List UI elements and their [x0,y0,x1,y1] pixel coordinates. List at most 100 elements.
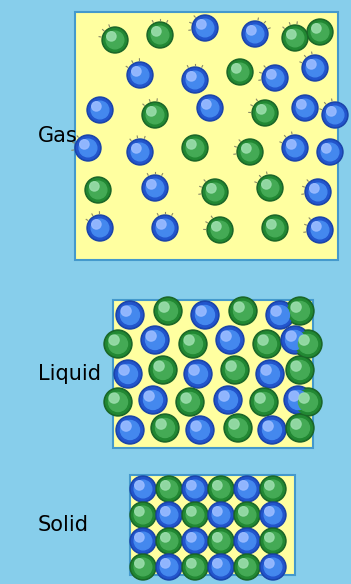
Circle shape [181,332,205,356]
Circle shape [250,388,278,416]
Circle shape [261,365,271,375]
Circle shape [288,416,312,440]
Circle shape [260,476,286,502]
Circle shape [202,100,211,109]
Circle shape [127,139,153,165]
Circle shape [106,31,124,49]
Circle shape [210,478,232,500]
Circle shape [262,65,288,91]
Circle shape [286,388,310,412]
Circle shape [187,140,196,149]
Circle shape [264,217,286,239]
Circle shape [104,330,132,358]
Circle shape [135,481,144,490]
Circle shape [291,360,310,380]
Circle shape [91,101,109,119]
Circle shape [296,390,320,414]
Circle shape [131,66,149,84]
Text: Gas: Gas [38,126,78,146]
Circle shape [184,137,206,159]
Circle shape [264,480,282,498]
Circle shape [187,72,196,81]
Circle shape [263,421,273,431]
Circle shape [284,386,312,414]
Circle shape [304,57,326,79]
Circle shape [229,61,251,84]
Circle shape [130,528,156,554]
Circle shape [221,331,231,341]
Circle shape [260,418,284,442]
Circle shape [142,175,168,201]
Circle shape [202,179,228,205]
Circle shape [286,139,304,157]
Circle shape [184,555,206,578]
Circle shape [255,393,265,403]
Circle shape [213,507,222,516]
Circle shape [146,179,164,197]
Circle shape [106,390,130,414]
Circle shape [289,391,307,409]
Circle shape [119,364,138,384]
Circle shape [264,67,286,89]
Circle shape [156,298,180,324]
Circle shape [265,533,274,542]
Circle shape [282,25,308,51]
Circle shape [255,332,279,356]
Circle shape [261,503,284,526]
Circle shape [182,135,208,161]
Circle shape [266,301,294,329]
Circle shape [89,181,107,199]
Circle shape [90,182,99,191]
Circle shape [158,555,180,578]
Circle shape [88,217,111,239]
Circle shape [160,506,178,524]
Circle shape [253,330,281,358]
Circle shape [197,20,206,29]
Circle shape [261,555,284,578]
Circle shape [182,476,208,502]
Circle shape [294,388,322,416]
Circle shape [186,506,204,524]
Circle shape [221,356,249,384]
Circle shape [186,139,204,157]
Circle shape [118,303,142,327]
Circle shape [87,215,113,241]
Circle shape [207,217,233,243]
Circle shape [291,419,310,437]
Circle shape [284,137,306,159]
Circle shape [121,306,131,316]
Circle shape [307,217,333,243]
Circle shape [327,107,336,116]
Circle shape [226,361,236,371]
Circle shape [182,67,208,93]
Circle shape [258,335,277,353]
Circle shape [207,184,216,193]
Circle shape [182,502,208,528]
Text: Solid: Solid [38,515,89,535]
Circle shape [192,15,218,41]
Circle shape [288,298,312,324]
Circle shape [187,559,196,568]
Bar [113,300,313,448]
Circle shape [239,533,248,542]
Circle shape [256,360,284,388]
Circle shape [296,99,314,117]
Circle shape [262,180,271,189]
Circle shape [312,24,321,33]
Circle shape [153,217,177,239]
Circle shape [146,106,164,124]
Circle shape [206,183,224,201]
Circle shape [184,530,206,552]
Circle shape [261,530,284,552]
Circle shape [134,480,152,498]
Circle shape [286,414,314,442]
Circle shape [298,335,318,353]
Circle shape [156,219,174,237]
Circle shape [258,416,286,444]
Circle shape [312,222,321,231]
Circle shape [120,305,139,325]
Circle shape [159,301,178,321]
Circle shape [225,360,245,380]
Circle shape [158,503,180,526]
Circle shape [292,95,318,121]
